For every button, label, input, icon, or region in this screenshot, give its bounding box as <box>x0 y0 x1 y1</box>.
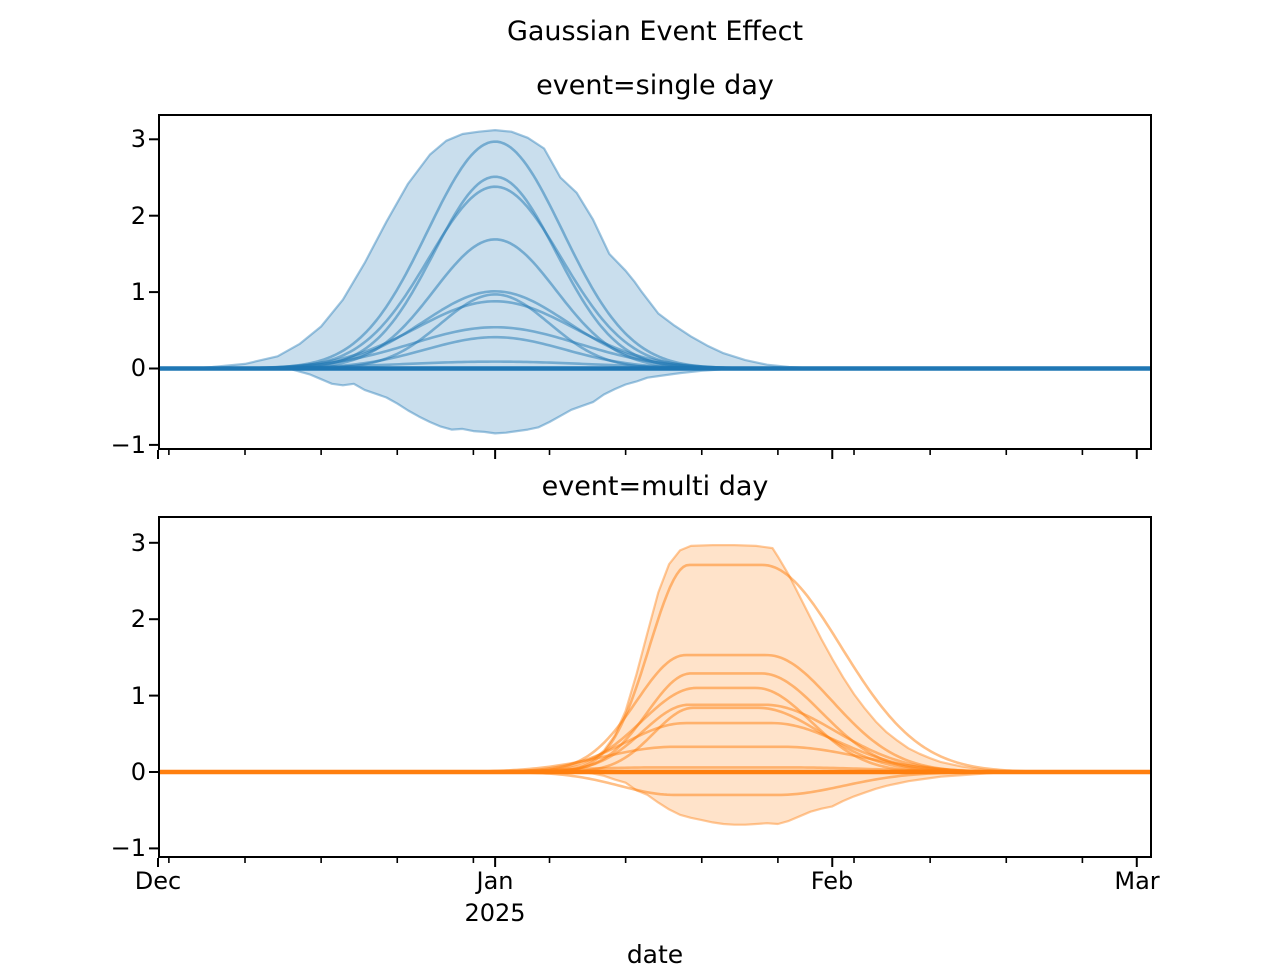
y-tick-label: 2 <box>130 605 146 633</box>
y-tick-label: 3 <box>130 125 146 153</box>
x-axis-label: date <box>626 940 684 969</box>
axes-spines <box>158 516 1152 858</box>
single-day-chart <box>149 114 1152 459</box>
y-tick-label: −1 <box>110 834 146 862</box>
axes-spines <box>158 114 1152 450</box>
figure-title: Gaussian Event Effect <box>506 16 804 47</box>
y-tick-label: 1 <box>130 278 146 306</box>
subplot-title-multi-day: event=multi day <box>541 471 769 502</box>
x-tick-label-jan: Jan <box>476 867 514 895</box>
y-tick-label: 1 <box>130 682 146 710</box>
multi-day-chart <box>149 516 1152 867</box>
x-tick-label-feb: Feb <box>810 867 854 895</box>
x-tick-label-dec: Dec <box>134 867 182 895</box>
y-tick-label: 0 <box>130 354 146 382</box>
y-tick-label: 3 <box>130 529 146 557</box>
x-axis-year-label: 2025 <box>464 899 526 927</box>
x-tick-label-mar: Mar <box>1114 867 1160 895</box>
subplot-title-single-day: event=single day <box>536 70 774 101</box>
y-tick-label: 2 <box>130 202 146 230</box>
credible-band <box>189 129 823 435</box>
y-tick-label: 0 <box>130 758 146 786</box>
y-tick-label: −1 <box>110 431 146 459</box>
